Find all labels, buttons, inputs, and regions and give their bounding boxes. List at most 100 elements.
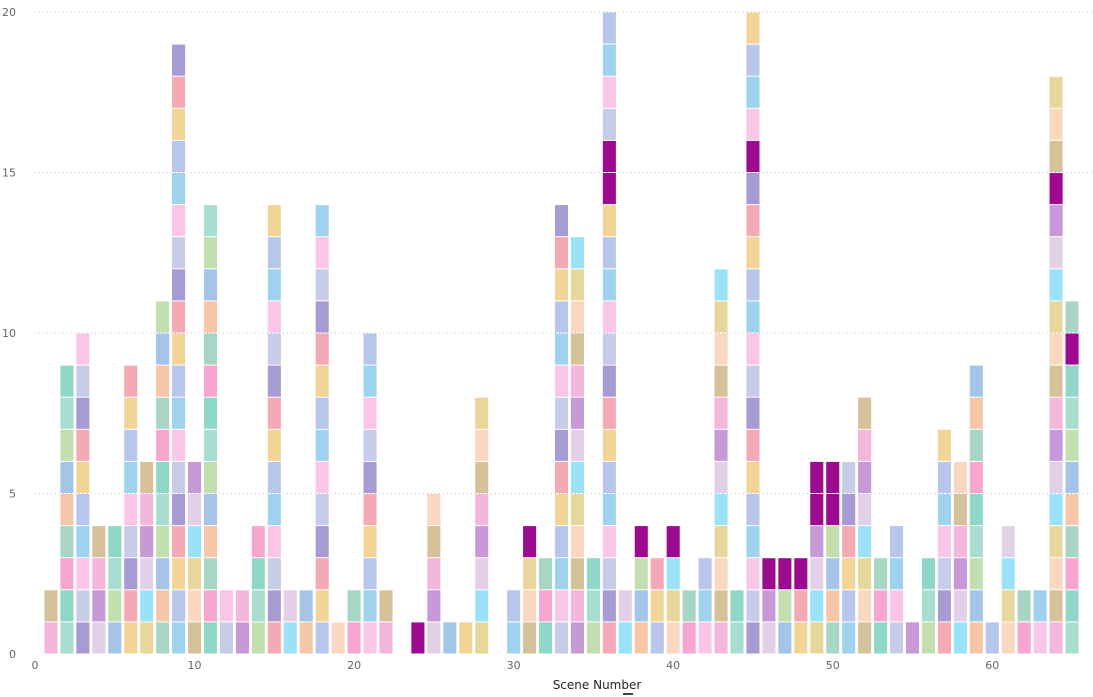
bar-segment[interactable]	[602, 173, 616, 205]
bar-stack[interactable]	[203, 205, 218, 654]
bar-segment[interactable]	[363, 429, 377, 461]
bar-segment[interactable]	[172, 44, 186, 76]
bar-stack[interactable]	[188, 461, 202, 654]
bar-segment[interactable]	[539, 558, 553, 590]
bar-segment[interactable]	[60, 365, 74, 397]
bar-segment[interactable]	[826, 590, 840, 622]
bar-segment[interactable]	[1065, 333, 1079, 365]
bar-segment[interactable]	[60, 397, 74, 429]
bar-segment[interactable]	[1065, 461, 1079, 493]
bar-segment[interactable]	[1049, 140, 1063, 172]
bar-segment[interactable]	[172, 494, 186, 526]
bar-segment[interactable]	[315, 494, 329, 526]
bar-segment[interactable]	[602, 461, 616, 493]
bar-segment[interactable]	[682, 590, 696, 622]
bar-segment[interactable]	[570, 558, 584, 590]
bar-segment[interactable]	[1049, 397, 1063, 429]
bar-segment[interactable]	[810, 494, 824, 526]
bar-segment[interactable]	[1001, 590, 1015, 622]
bar-segment[interactable]	[953, 494, 967, 526]
bar-segment[interactable]	[124, 526, 138, 558]
bar-segment[interactable]	[124, 590, 138, 622]
bar-segment[interactable]	[267, 269, 281, 301]
bar-segment[interactable]	[602, 12, 616, 44]
bar-segment[interactable]	[172, 622, 186, 654]
bar-segment[interactable]	[235, 622, 249, 654]
bar-segment[interactable]	[826, 494, 840, 526]
bar-segment[interactable]	[778, 590, 792, 622]
bar-segment[interactable]	[714, 333, 728, 365]
bar-segment[interactable]	[60, 558, 74, 590]
bar-segment[interactable]	[203, 429, 218, 461]
bar-segment[interactable]	[1065, 365, 1079, 397]
bar-segment[interactable]	[554, 429, 569, 461]
bar-stack[interactable]	[682, 590, 696, 654]
bar-segment[interactable]	[172, 558, 186, 590]
bar-segment[interactable]	[172, 140, 186, 172]
bar-segment[interactable]	[267, 365, 281, 397]
bar-segment[interactable]	[1049, 461, 1063, 493]
bar-segment[interactable]	[507, 622, 521, 654]
bar-segment[interactable]	[858, 590, 872, 622]
bar-stack[interactable]	[156, 301, 170, 654]
bar-segment[interactable]	[602, 205, 616, 237]
bar-segment[interactable]	[554, 461, 569, 493]
bar-segment[interactable]	[1049, 173, 1063, 205]
bar-segment[interactable]	[937, 461, 951, 493]
bar-segment[interactable]	[60, 494, 74, 526]
bar-segment[interactable]	[634, 590, 648, 622]
bar-segment[interactable]	[714, 526, 728, 558]
bar-segment[interactable]	[602, 333, 616, 365]
bar-segment[interactable]	[475, 590, 489, 622]
bar-segment[interactable]	[124, 494, 138, 526]
bar-segment[interactable]	[554, 301, 569, 333]
bar-segment[interactable]	[172, 590, 186, 622]
bar-segment[interactable]	[156, 333, 170, 365]
bar-stack[interactable]	[283, 590, 297, 654]
bar-segment[interactable]	[251, 526, 265, 558]
bar-segment[interactable]	[746, 173, 760, 205]
bar-segment[interactable]	[1017, 622, 1031, 654]
bar-segment[interactable]	[602, 526, 616, 558]
bar-segment[interactable]	[714, 622, 728, 654]
bar-segment[interactable]	[586, 590, 600, 622]
bar-segment[interactable]	[156, 429, 170, 461]
bar-segment[interactable]	[475, 494, 489, 526]
bar-segment[interactable]	[666, 622, 680, 654]
bar-stack[interactable]	[826, 461, 840, 654]
bar-segment[interactable]	[140, 526, 154, 558]
bar-segment[interactable]	[634, 526, 648, 558]
bar-segment[interactable]	[523, 526, 537, 558]
bar-segment[interactable]	[156, 622, 170, 654]
bar-segment[interactable]	[156, 526, 170, 558]
bar-stack[interactable]	[1033, 590, 1047, 654]
bar-segment[interactable]	[76, 397, 90, 429]
bar-stack[interactable]	[1001, 526, 1015, 654]
bar-segment[interactable]	[60, 429, 74, 461]
bar-segment[interactable]	[554, 494, 569, 526]
bar-segment[interactable]	[953, 461, 967, 493]
bar-segment[interactable]	[554, 397, 569, 429]
bar-segment[interactable]	[602, 429, 616, 461]
bar-segment[interactable]	[363, 622, 377, 654]
bar-stack[interactable]	[251, 526, 265, 654]
bar-segment[interactable]	[746, 269, 760, 301]
bar-segment[interactable]	[347, 622, 361, 654]
bar-segment[interactable]	[746, 12, 760, 44]
bar-stack[interactable]	[778, 558, 792, 654]
bar-stack[interactable]	[634, 526, 648, 654]
bar-segment[interactable]	[172, 76, 186, 108]
bar-segment[interactable]	[602, 590, 616, 622]
bar-segment[interactable]	[730, 590, 744, 622]
bar-segment[interactable]	[842, 558, 856, 590]
bar-segment[interactable]	[1065, 526, 1079, 558]
bar-segment[interactable]	[858, 461, 872, 493]
bar-segment[interactable]	[554, 237, 569, 269]
bar-segment[interactable]	[203, 397, 218, 429]
bar-stack[interactable]	[586, 558, 600, 654]
bar-segment[interactable]	[969, 494, 983, 526]
bar-segment[interactable]	[858, 526, 872, 558]
bar-segment[interactable]	[76, 558, 90, 590]
bar-segment[interactable]	[666, 558, 680, 590]
bar-segment[interactable]	[475, 558, 489, 590]
